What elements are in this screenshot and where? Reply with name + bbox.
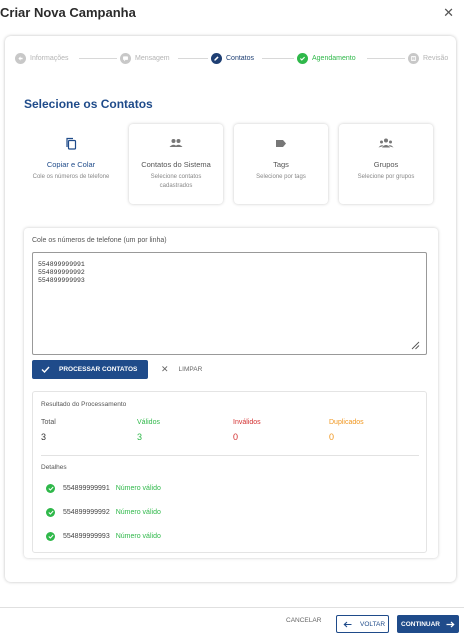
process-contacts-button[interactable]: PROCESSAR CONTATOS — [32, 360, 148, 379]
cancel-button[interactable]: CANCELAR — [286, 617, 322, 624]
people-icon — [129, 136, 223, 150]
stat-duplicados: Duplicados 0 — [329, 419, 364, 442]
section-title: Selecione os Contatos — [24, 97, 153, 111]
detail-number: 554899999991 — [63, 484, 110, 492]
paste-label: Cole os números de telefone (um por linh… — [32, 237, 167, 244]
check-circle-icon — [46, 483, 55, 493]
option-title: Contatos do Sistema — [141, 160, 211, 169]
step-connector — [367, 58, 405, 59]
arrow-left-icon — [343, 621, 352, 628]
step-mensagem[interactable]: Mensagem — [120, 50, 170, 66]
close-icon: ✕ — [161, 364, 169, 374]
copy-icon — [24, 136, 118, 150]
option-subtitle: Selecione por grupos — [357, 174, 415, 180]
dialog-title: Criar Nova Campanha — [0, 5, 136, 20]
option-title: Tags — [273, 160, 289, 169]
check-circle-icon — [46, 531, 55, 541]
clear-label: LIMPAR — [178, 366, 203, 373]
detail-row: 554899999993 Número válido — [46, 530, 161, 542]
stat-value: 0 — [233, 432, 239, 442]
stat-total: Total 3 — [41, 419, 56, 442]
results-title: Resultado do Processamento — [41, 401, 127, 408]
processing-results: Resultado do Processamento Total 3 Válid… — [32, 391, 427, 553]
message-icon — [120, 52, 131, 64]
step-label: Revisão — [423, 54, 449, 62]
check-icon — [41, 366, 50, 373]
detail-row: 554899999992 Número válido — [46, 506, 161, 518]
groups-icon — [339, 136, 433, 150]
footer-divider — [0, 607, 464, 608]
step-agendamento[interactable]: Agendamento — [297, 50, 356, 66]
step-revisao[interactable]: Revisão — [408, 50, 448, 66]
details-title: Detalhes — [41, 464, 67, 471]
detail-status: Número válido — [115, 484, 161, 492]
detail-status: Número válido — [115, 508, 161, 516]
stat-value: 0 — [329, 432, 335, 442]
detail-row: 554899999991 Número válido — [46, 482, 161, 494]
check-icon — [297, 52, 308, 64]
detail-number: 554899999993 — [63, 532, 110, 540]
option-grupos[interactable]: Grupos Selecione por grupos — [339, 124, 433, 204]
stepper: Informações Mensagem Contatos Agendament… — [15, 50, 448, 66]
option-subtitle: Cole os números de telefone — [32, 174, 110, 180]
step-label: Informações — [30, 54, 69, 62]
back-label: VOLTAR — [360, 620, 386, 628]
close-icon[interactable]: ✕ — [443, 5, 454, 20]
option-subtitle: Selecione por tags — [256, 174, 306, 180]
stat-label: Válidos — [137, 419, 160, 426]
step-label: Mensagem — [135, 54, 170, 62]
stat-validos: Válidos 3 — [137, 419, 160, 442]
arrow-right-icon — [446, 621, 455, 628]
step-connector — [262, 58, 294, 59]
step-label: Agendamento — [312, 54, 356, 62]
stat-invalidos: Inválidos 0 — [233, 419, 261, 442]
step-label: Contatos — [226, 54, 255, 62]
check-circle-icon — [46, 507, 55, 517]
option-title: Copiar e Colar — [46, 160, 96, 169]
detail-number: 554899999992 — [63, 508, 110, 516]
continue-label: CONTINUAR — [401, 620, 440, 628]
review-icon — [408, 52, 419, 64]
step-informacoes[interactable]: Informações — [15, 50, 69, 66]
pencil-icon — [211, 52, 222, 64]
stat-label: Duplicados — [329, 419, 364, 426]
results-divider — [41, 455, 419, 456]
stat-label: Inválidos — [233, 419, 261, 426]
stat-value: 3 — [137, 432, 143, 442]
info-icon — [15, 52, 26, 64]
tag-icon — [234, 136, 328, 150]
option-subtitle: Selecione contatos cadastrados — [150, 174, 202, 189]
step-contatos[interactable]: Contatos — [211, 50, 254, 66]
clear-button[interactable]: ✕ LIMPAR — [161, 360, 202, 379]
resize-handle-icon[interactable] — [410, 340, 420, 350]
back-button[interactable]: VOLTAR — [336, 615, 389, 633]
option-contatos-sistema[interactable]: Contatos do Sistema Selecione contatos c… — [129, 124, 223, 204]
option-tags[interactable]: Tags Selecione por tags — [234, 124, 328, 204]
stat-label: Total — [41, 419, 56, 426]
phone-numbers-textarea[interactable] — [32, 252, 427, 355]
detail-status: Número válido — [115, 532, 161, 540]
step-connector — [178, 58, 208, 59]
dialog-header: Criar Nova Campanha ✕ — [0, 0, 464, 26]
paste-panel: Cole os números de telefone (um por linh… — [24, 228, 438, 558]
wizard-card: Informações Mensagem Contatos Agendament… — [5, 36, 456, 582]
continue-button[interactable]: CONTINUAR — [397, 615, 459, 633]
process-contacts-label: PROCESSAR CONTATOS — [59, 366, 138, 373]
stat-value: 3 — [41, 432, 47, 442]
option-copiar-colar[interactable]: Copiar e Colar Cole os números de telefo… — [24, 124, 118, 204]
option-title: Grupos — [373, 160, 399, 169]
step-connector — [79, 58, 117, 59]
